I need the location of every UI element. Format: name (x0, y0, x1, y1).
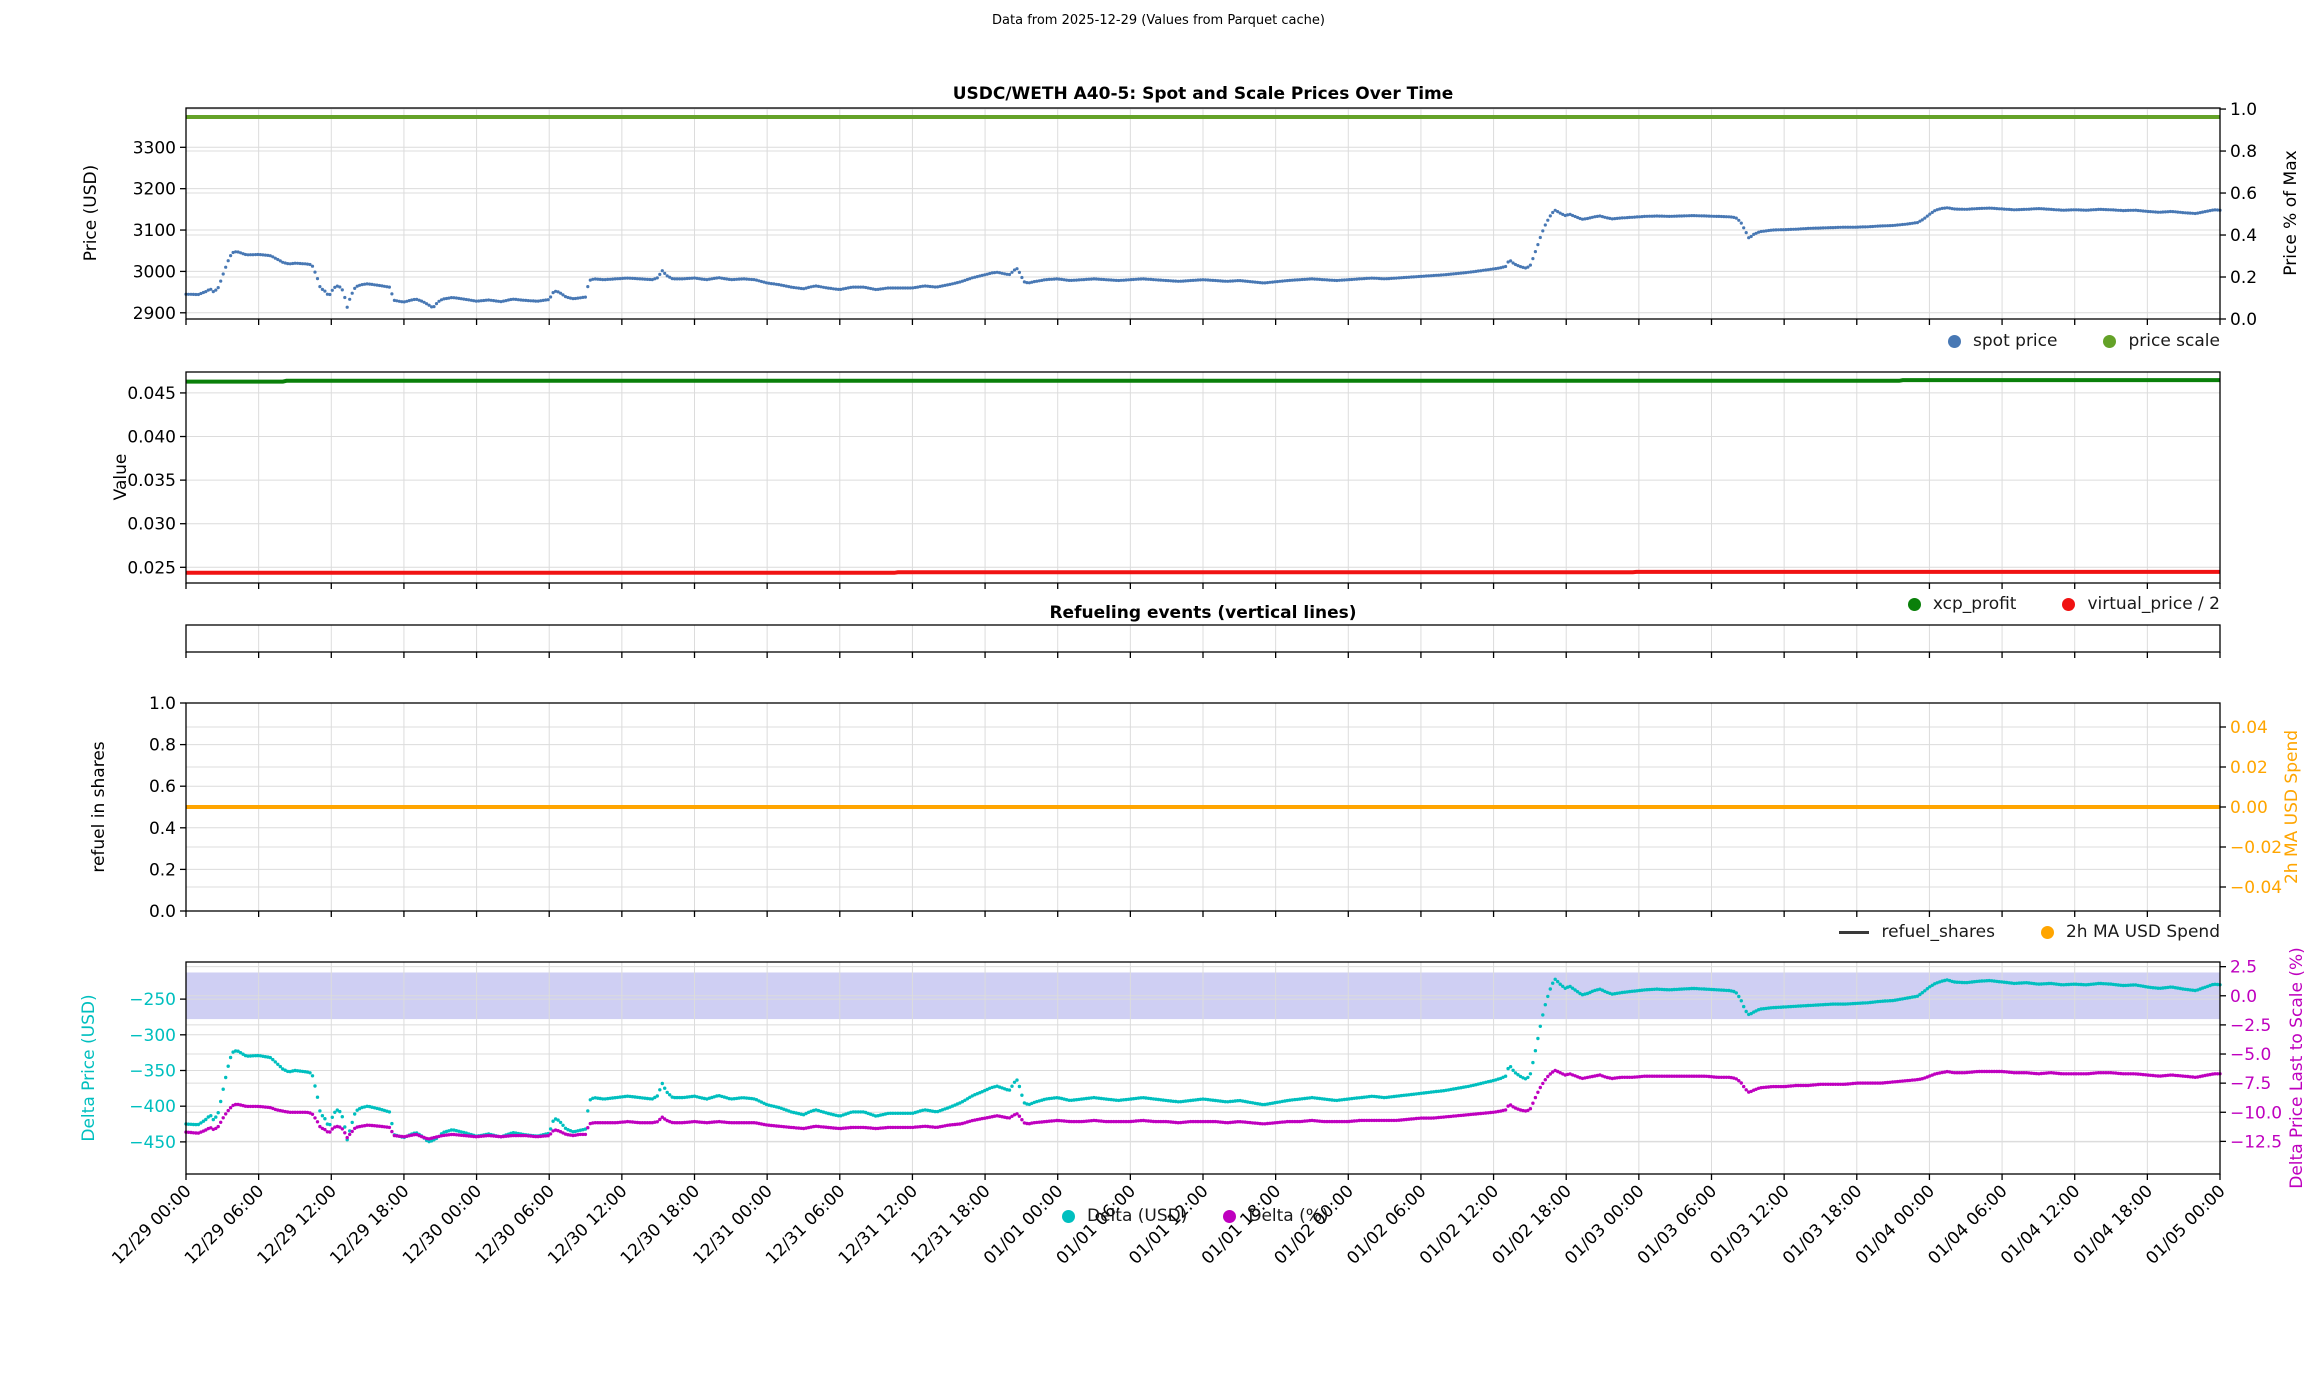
y-tick-label: −0.04 (2230, 878, 2282, 898)
y-tick-label: 0.6 (149, 777, 176, 797)
y-tick-label: −250 (129, 990, 176, 1010)
delta-left-axis-label: Delta Price (USD) (79, 994, 99, 1142)
usd-spend-swatch-icon (2040, 925, 2054, 939)
legend-price: spot price price scale (1948, 331, 2220, 351)
y-tick-label: −300 (129, 1026, 176, 1046)
y-tick-label: 1.0 (2230, 100, 2257, 120)
y-tick-label: −400 (129, 1097, 176, 1117)
legend-delta: Delta (USD) Delta (%) (1062, 1206, 1329, 1226)
y-tick-label: 0.030 (127, 515, 176, 535)
refuel-shares-line-swatch-icon (1839, 930, 1870, 934)
legend-label: refuel_shares (1881, 922, 1995, 942)
y-tick-label: 0.4 (149, 819, 176, 839)
legend-item-refuel-shares: refuel_shares (1839, 922, 1995, 942)
y-tick-label: 2900 (133, 304, 176, 324)
delta-usd-swatch-icon (1062, 1209, 1075, 1223)
price-scale-swatch-icon (2103, 334, 2117, 348)
legend-item-xcp-profit: xcp_profit (1907, 594, 2017, 614)
price-panel-title: USDC/WETH A40-5: Spot and Scale Prices O… (952, 84, 1454, 104)
y-tick-label: −450 (129, 1133, 176, 1153)
y-tick-label: 3100 (133, 221, 176, 241)
y-tick-label: 3300 (133, 138, 176, 158)
legend-label: Delta (%) (1248, 1206, 1329, 1226)
legend-label: Delta (USD) (1087, 1206, 1188, 1226)
y-tick-label: 2.5 (2230, 958, 2257, 978)
y-tick-label: 3000 (133, 262, 176, 282)
legend-item-delta-usd: Delta (USD) (1062, 1206, 1187, 1226)
y-tick-label: −12.5 (2230, 1132, 2282, 1152)
y-tick-label: −10.0 (2230, 1103, 2282, 1123)
y-tick-label: 0.0 (2230, 310, 2257, 330)
legend-label: virtual_price / 2 (2087, 594, 2220, 614)
y-tick-label: 0.00 (2230, 798, 2268, 818)
y-tick-label: 0.0 (2230, 987, 2257, 1007)
y-tick-label: 1.0 (149, 694, 176, 714)
y-tick-label: 0.8 (149, 736, 176, 756)
y-tick-label: 0.045 (127, 384, 176, 404)
series-spot-price (184, 206, 2222, 309)
y-tick-label: −7.5 (2230, 1074, 2271, 1094)
legend-value: xcp_profit virtual_price / 2 (1907, 594, 2220, 614)
series-delta- (184, 1068, 2222, 1141)
legend-item-price-scale: price scale (2103, 331, 2220, 351)
y-tick-label: 0.6 (2230, 184, 2257, 204)
y-tick-label: −0.02 (2230, 838, 2282, 858)
xcp-profit-swatch-icon (1907, 597, 1921, 611)
delta-right-axis-label: Delta Price Last to Scale (%) (2287, 947, 2307, 1189)
y-tick-label: 0.2 (149, 860, 176, 880)
legend-item-spot-price: spot price (1948, 331, 2057, 351)
y-tick-label: −2.5 (2230, 1016, 2271, 1036)
refuel-events-panel-title: Refueling events (vertical lines) (1049, 603, 1357, 623)
delta-pct-swatch-icon (1223, 1209, 1237, 1223)
legend-item-delta-pct: Delta (%) (1223, 1206, 1329, 1226)
legend-label: spot price (1973, 331, 2058, 351)
y-tick-label: 3200 (133, 180, 176, 200)
y-tick-label: −350 (129, 1061, 176, 1081)
spot-price-swatch-icon (1948, 334, 1962, 348)
series-delta-usd- (184, 977, 2222, 1144)
y-tick-label: 0.4 (2230, 226, 2257, 246)
y-tick-label: 0.02 (2230, 758, 2268, 778)
y-tick-label: 0.0 (149, 902, 176, 922)
value-axis-label: Value (111, 453, 131, 501)
legend-label: xcp_profit (1932, 594, 2017, 614)
y-tick-label: 0.025 (127, 558, 176, 578)
y-tick-label: 0.035 (127, 471, 176, 491)
price-left-axis-label: Price (USD) (81, 164, 101, 262)
series-xcp-profit (186, 378, 2220, 384)
legend-label: price scale (2128, 331, 2220, 351)
y-tick-label: 0.040 (127, 428, 176, 448)
legend-item-usd-spend: 2h MA USD Spend (2040, 922, 2220, 942)
virtual-price-swatch-icon (2062, 597, 2076, 611)
y-tick-label: 0.8 (2230, 142, 2257, 162)
y-tick-label: 0.2 (2230, 268, 2257, 288)
y-tick-label: −5.0 (2230, 1045, 2271, 1065)
suptitle: Data from 2025-12-29 (Values from Parque… (992, 13, 1325, 28)
price-right-axis-label: Price % of Max (2281, 150, 2301, 276)
legend-item-virtual-price: virtual_price / 2 (2062, 594, 2220, 614)
legend-label: 2h MA USD Spend (2065, 922, 2220, 942)
refuel-left-axis-label: refuel in shares (89, 741, 109, 873)
legend-refuel: refuel_shares 2h MA USD Spend (1839, 922, 2220, 942)
refuel-right-axis-label: 2h MA USD Spend (2282, 729, 2302, 885)
series-virtual-price-2 (186, 569, 2220, 575)
y-tick-label: 0.04 (2230, 718, 2268, 738)
